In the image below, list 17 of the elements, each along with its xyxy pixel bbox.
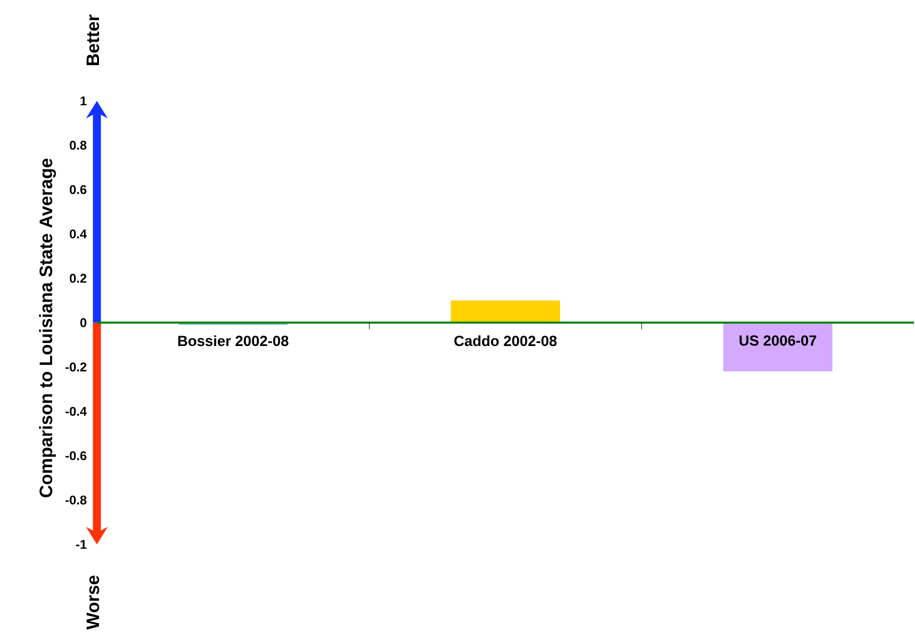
y-tick-label: 0.6 [70, 184, 86, 194]
y-tick-label: -0.2 [66, 362, 86, 372]
x-tick-label: Bossier 2002-08 [178, 335, 288, 346]
y-tick-label: -0.8 [66, 495, 86, 504]
y-tick-label: 0.8 [70, 140, 86, 150]
y-tick-label: -0.6 [66, 451, 86, 460]
x-tick-label: Caddo 2002-08 [454, 335, 557, 346]
text: Worse [86, 575, 100, 630]
y-tick-label: -1 [76, 540, 87, 549]
x-tick-label: US 2006-07 [740, 335, 816, 346]
text: Better [86, 14, 100, 65]
y-tick-label: 0.4 [70, 229, 87, 238]
y-tick-label: 1 [80, 96, 87, 106]
y-tick-label: 0.2 [70, 274, 86, 283]
y-tick-label: -0.4 [66, 406, 87, 416]
y-tick-label: 0 [80, 318, 86, 327]
y-axis-title: Comparison to Louisiana State Average [39, 158, 56, 498]
